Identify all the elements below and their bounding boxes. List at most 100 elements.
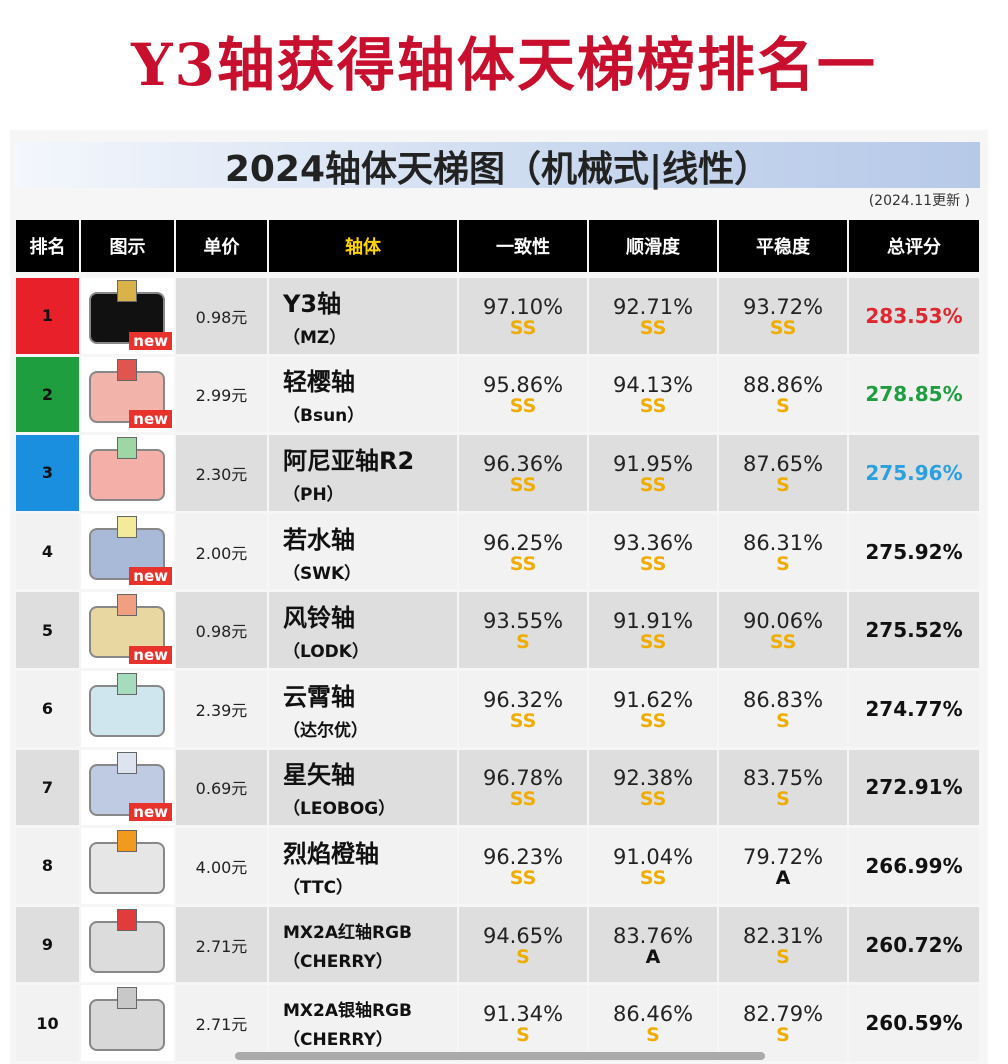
image-cell	[81, 671, 174, 747]
rank: 2	[41, 384, 54, 404]
total-score: 275.92%	[865, 539, 963, 564]
switch-stem	[117, 515, 137, 538]
stability-grade: S	[776, 788, 790, 811]
switch-maker: （TTC）	[283, 877, 354, 898]
price-cell: 0.98元	[176, 278, 267, 354]
total-score: 266.99%	[865, 853, 963, 878]
total-score: 260.59%	[865, 1011, 963, 1036]
stability: 86.31%	[742, 530, 824, 555]
name-cell: 若水轴 （SWK）	[269, 513, 457, 590]
smoothness-grade: SS	[639, 709, 667, 732]
header-cell: 轴体	[269, 220, 457, 272]
total-cell: 260.72%	[849, 906, 979, 983]
price-cell: 2.99元	[176, 356, 267, 433]
smoothness: 91.95%	[612, 451, 694, 476]
total-score: 278.85%	[865, 382, 963, 407]
image-cell	[81, 906, 174, 983]
consistency-grade: SS	[509, 395, 537, 418]
switch-maker: （达尔优）	[283, 720, 368, 741]
stability-cell: 93.72% SS	[719, 278, 847, 354]
total-cell: 275.96%	[849, 435, 979, 511]
rank: 10	[36, 1013, 59, 1033]
total-score: 272.91%	[865, 775, 963, 800]
rank-cell: 10	[16, 985, 79, 1061]
switch-stem	[117, 751, 137, 774]
stability-grade: SS	[769, 316, 797, 339]
switch-maker: （LEOBOG）	[283, 799, 396, 820]
stability-grade: A	[775, 866, 791, 889]
consistency: 96.36%	[482, 451, 564, 476]
price: 2.30元	[195, 464, 248, 484]
stability-cell: 87.65% S	[719, 435, 847, 511]
switch-name: MX2A银轴RGB	[283, 1001, 413, 1022]
smoothness: 91.04%	[612, 844, 694, 869]
image-cell	[81, 435, 174, 511]
stability-cell: 79.72% A	[719, 828, 847, 904]
rank-cell: 1	[16, 278, 79, 354]
header-cell: 单价	[176, 220, 267, 272]
smoothness-grade: SS	[639, 395, 667, 418]
name-cell: 星矢轴 （LEOBOG）	[269, 749, 457, 826]
rank-cell: 2	[16, 356, 79, 433]
smoothness-cell: 91.62% SS	[589, 671, 717, 747]
stability: 90.06%	[742, 609, 824, 634]
header-cell: 图示	[81, 220, 174, 272]
rank-cell: 6	[16, 671, 79, 747]
switch-name: Y3轴	[283, 289, 342, 318]
name-cell: Y3轴 （MZ）	[269, 278, 457, 354]
consistency: 96.25%	[482, 530, 564, 555]
image-cell: new	[81, 513, 174, 590]
consistency-cell: 96.32% SS	[459, 671, 587, 747]
header-cell: 顺滑度	[589, 220, 717, 272]
total-cell: 266.99%	[849, 828, 979, 904]
switch-stem	[117, 830, 137, 853]
switch-maker: （MZ）	[283, 327, 347, 348]
consistency: 96.78%	[482, 766, 564, 791]
switch-maker: （LODK）	[283, 642, 369, 663]
name-cell: 云霄轴 （达尔优）	[269, 671, 457, 747]
switch-maker: （Bsun）	[283, 406, 365, 427]
smoothness-grade: SS	[639, 473, 667, 496]
page-title: Y3轴获得轴体天梯榜排名一	[131, 31, 877, 99]
total-score: 260.72%	[865, 932, 963, 957]
price-cell: 0.69元	[176, 749, 267, 826]
price: 2.39元	[195, 700, 248, 720]
consistency-grade: SS	[509, 473, 537, 496]
rank-cell: 8	[16, 828, 79, 904]
smoothness-cell: 92.38% SS	[589, 749, 717, 826]
price: 0.98元	[195, 307, 248, 327]
switch-stem	[117, 437, 137, 460]
image-cell	[81, 985, 174, 1061]
stability-cell: 86.31% S	[719, 513, 847, 590]
consistency-grade: S	[516, 631, 530, 654]
consistency-cell: 93.55% S	[459, 592, 587, 668]
price-cell: 4.00元	[176, 828, 267, 904]
switch-body	[89, 685, 165, 737]
stability: 79.72%	[742, 844, 824, 869]
stability: 88.86%	[742, 373, 824, 398]
switch-stem	[117, 673, 137, 695]
price-cell: 2.71元	[176, 985, 267, 1061]
consistency-grade: SS	[509, 552, 537, 575]
stability-grade: S	[776, 552, 790, 575]
stability-cell: 82.31% S	[719, 906, 847, 983]
stability: 87.65%	[742, 451, 824, 476]
name-cell: 风铃轴 （LODK）	[269, 592, 457, 668]
smoothness: 92.38%	[612, 766, 694, 791]
name-cell: 阿尼亚轴R2 （PH）	[269, 435, 457, 511]
price: 2.00元	[195, 543, 248, 563]
new-badge: new	[129, 410, 172, 429]
price-cell: 2.39元	[176, 671, 267, 747]
header-cell: 平稳度	[719, 220, 847, 272]
smoothness-grade: A	[645, 945, 661, 968]
stability-grade: S	[776, 473, 790, 496]
smoothness-grade: SS	[639, 631, 667, 654]
stability-grade: SS	[769, 631, 797, 654]
total-cell: 272.91%	[849, 749, 979, 826]
rank-cell: 4	[16, 513, 79, 590]
consistency-cell: 97.10% SS	[459, 278, 587, 354]
switch-stem	[117, 280, 137, 302]
smoothness-cell: 91.91% SS	[589, 592, 717, 668]
image-cell	[81, 828, 174, 904]
stability: 82.79%	[742, 1002, 824, 1027]
